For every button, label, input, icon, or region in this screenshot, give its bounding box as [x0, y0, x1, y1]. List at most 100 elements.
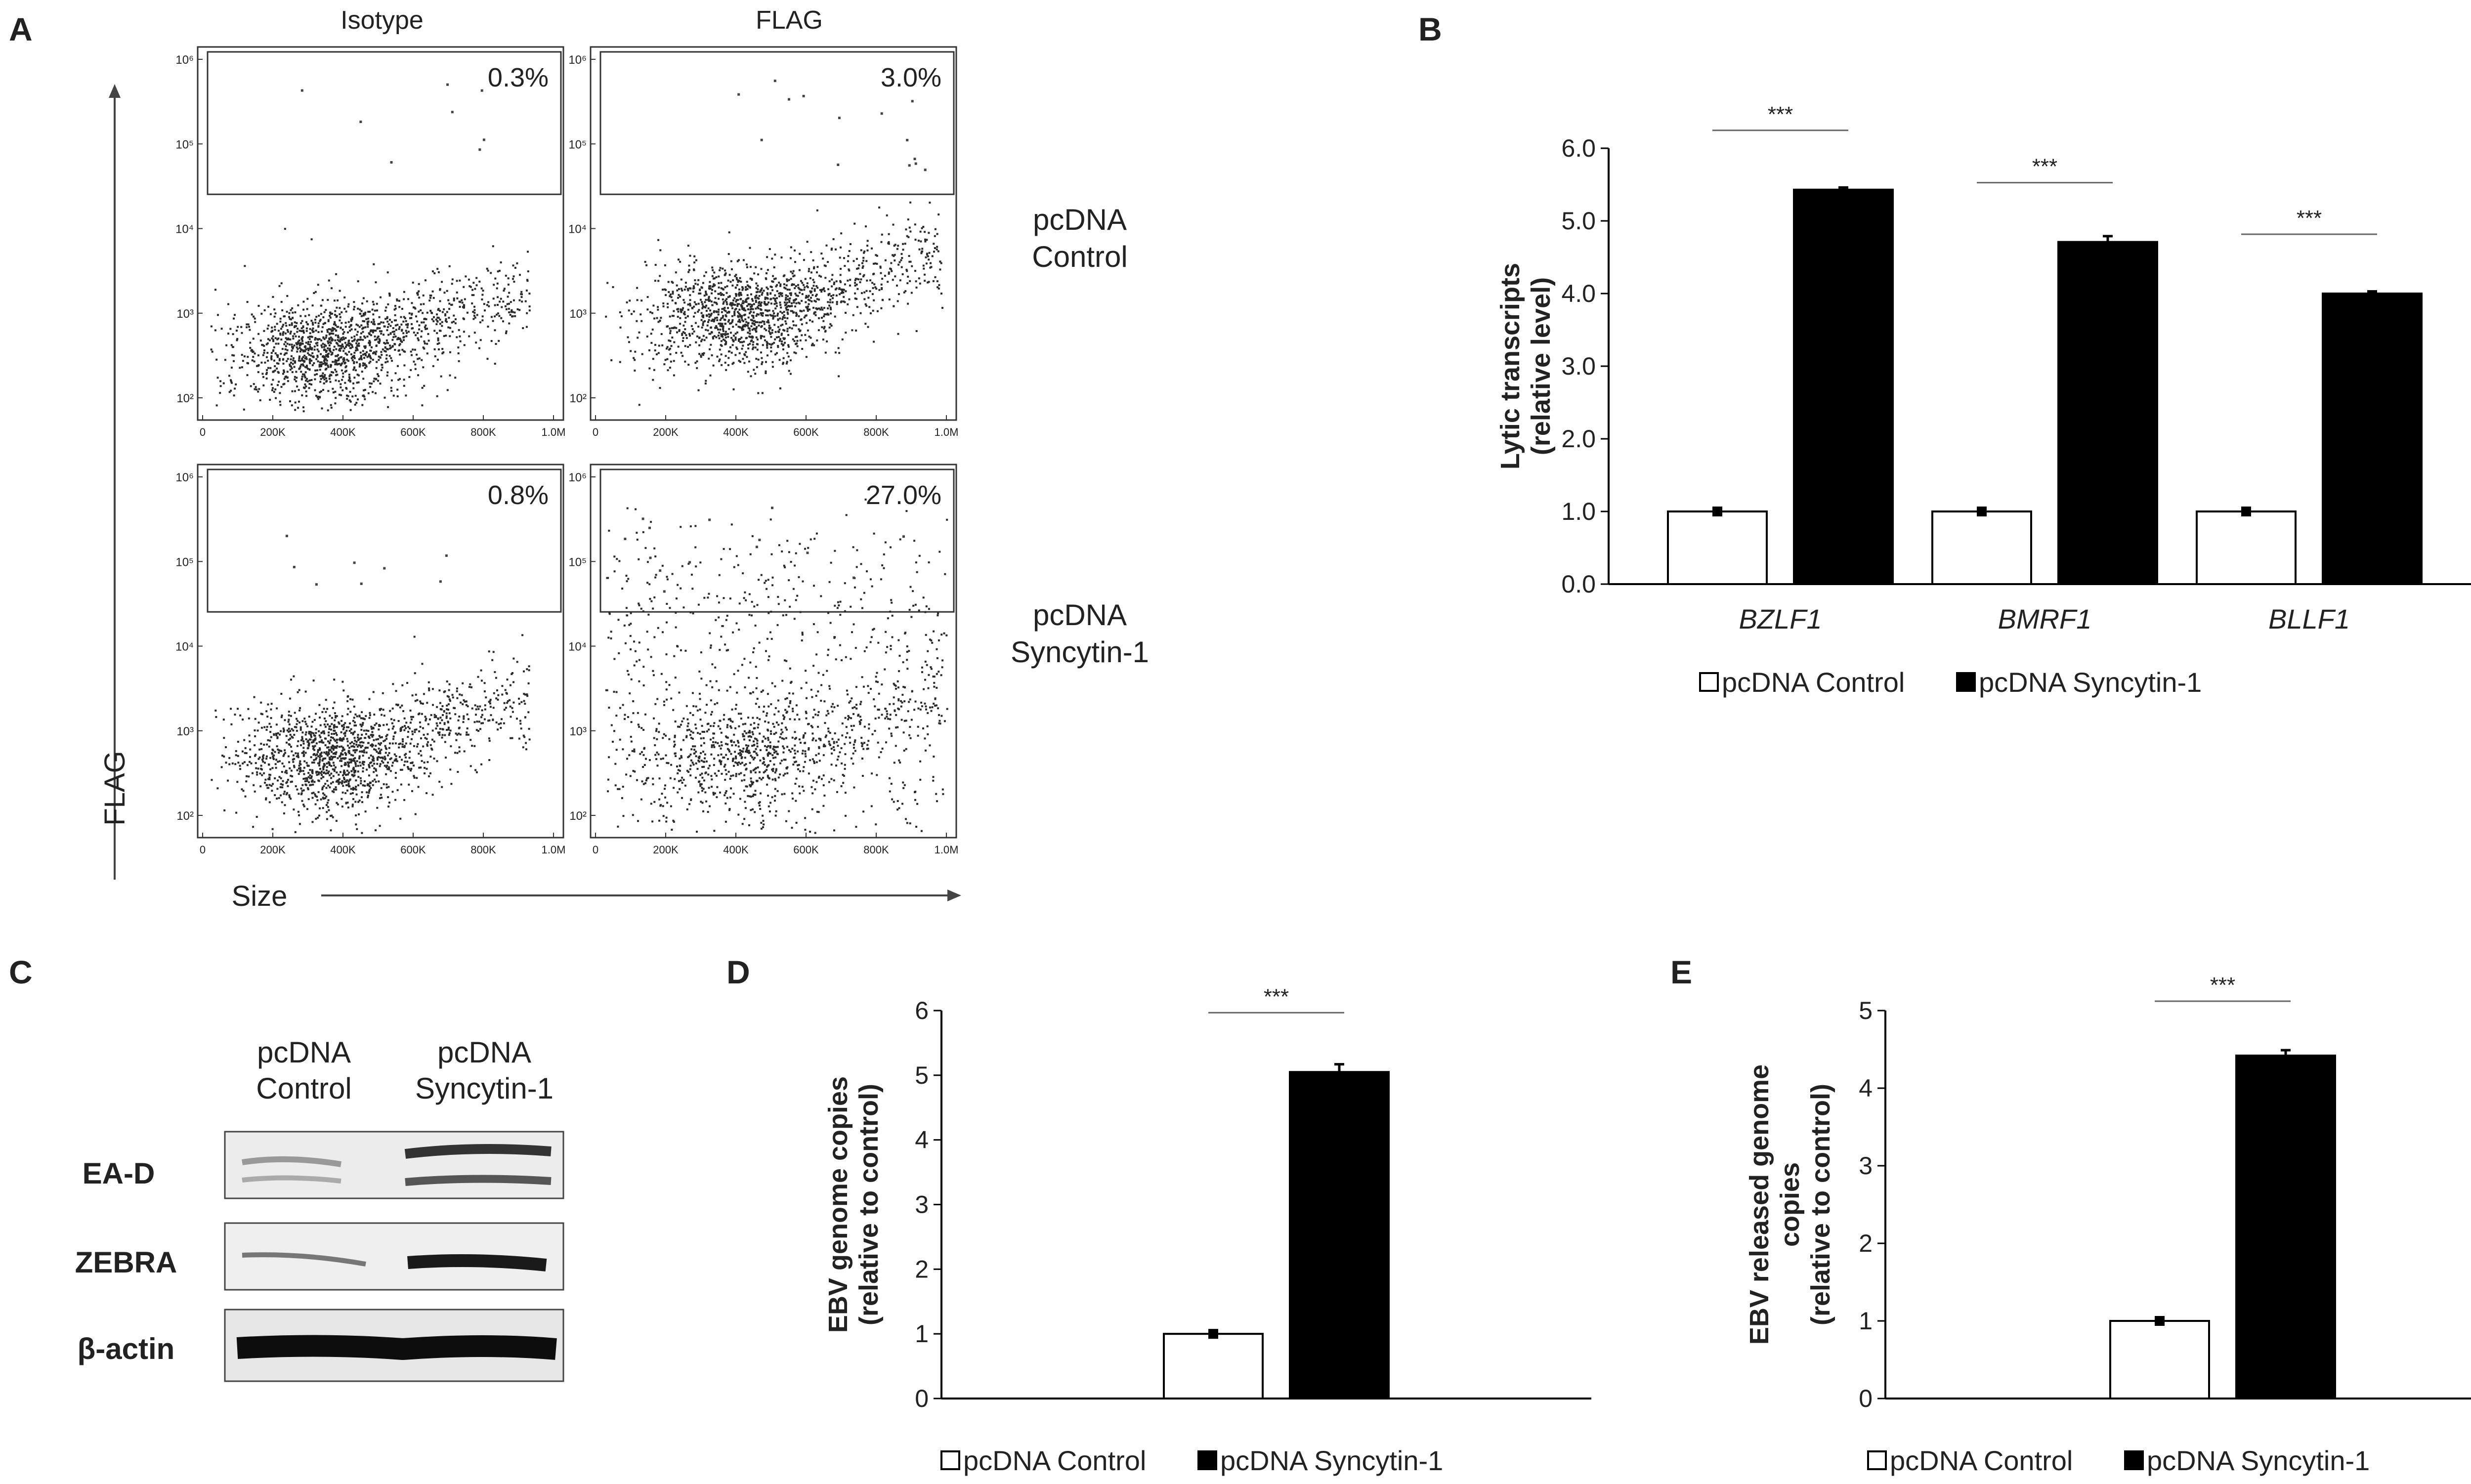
row-label-control-line2: Control [1032, 240, 1127, 273]
panel-label-a: A [9, 11, 33, 47]
event-dots [605, 498, 948, 834]
x-tick-label: 400K [723, 844, 749, 856]
y-tick-label: 3.0 [1561, 352, 1596, 380]
y-axis-label: (relative level) [1526, 277, 1556, 455]
y-tick-label: 5.0 [1561, 207, 1596, 235]
bar-control-sample [2109, 1320, 2210, 1399]
y-tick-label: 10⁵ [175, 138, 194, 151]
legend-label: pcDNA Control [963, 1445, 1146, 1476]
mean-marker [2241, 507, 2251, 516]
x-tick-label: 800K [470, 426, 496, 438]
legend-swatch-syncytin [1956, 672, 1976, 692]
gated-event-dots [285, 535, 448, 586]
y-tick-label: 10⁶ [175, 471, 194, 484]
y-tick-label: 10⁴ [568, 640, 587, 654]
x-tick-label: 600K [793, 844, 819, 856]
flow-plot-control-isotype: 10² 10³ 10⁴ 10⁵ 10⁶ 0 200K 400K 600K 800K 1.0M 0.3% [175, 46, 565, 438]
blot-strip-ea-d [224, 1131, 564, 1199]
mean-marker [1712, 507, 1722, 516]
plot-frame [197, 464, 564, 839]
y-tick-label: 1.0 [1561, 498, 1596, 525]
y-axis-label: (relative to control) [1806, 1084, 1835, 1325]
x-tick-label: 0 [593, 844, 598, 856]
panel-e-ebv-released-chart: 0 1 2 3 4 5 EBV released genome copies (relative… [1745, 973, 2471, 1476]
y-tick-label: 10³ [176, 725, 194, 738]
band-label-beta-actin: β-actin [78, 1332, 175, 1365]
y-tick-label: 10⁶ [568, 53, 587, 67]
y-tick-label: 10⁶ [175, 53, 194, 67]
y-tick-label: 2.0 [1561, 425, 1596, 453]
x-tick-label: 1.0M [935, 844, 959, 856]
x-tick-label: 400K [723, 426, 749, 438]
y-axis-label: Lytic transcripts [1495, 263, 1525, 469]
x-tick-label: 1.0M [542, 844, 566, 856]
x-tick-label: 400K [330, 844, 356, 856]
x-tick-label: 600K [400, 844, 426, 856]
y-tick-label: 2 [1859, 1230, 1873, 1257]
plot-frame [197, 46, 564, 421]
category-label: BMRF1 [1998, 603, 2092, 635]
plot-frame [590, 46, 957, 421]
gate-percentage: 3.0% [881, 63, 941, 92]
y-axis-label: EBV released genome [1745, 1064, 1774, 1345]
y-tick-label: 4.0 [1561, 280, 1596, 307]
legend-swatch-control [1867, 1450, 1887, 1470]
significance-stars: *** [2297, 206, 2322, 230]
band-label-ea-d: EA-D [83, 1157, 155, 1190]
size-axis-arrowhead [947, 890, 961, 901]
x-tick-label: 800K [470, 844, 496, 856]
x-tick-label: 200K [653, 844, 679, 856]
legend-swatch-control [940, 1450, 960, 1470]
column-title-flag: FLAG [756, 6, 823, 35]
y-axis-label: (relative to control) [854, 1084, 884, 1325]
panel-a-flow-cytometry: Isotype FLAG pcDNA Control pcDNA Syncyti… [99, 6, 1149, 912]
panel-label-e: E [1670, 954, 1692, 990]
legend-swatch-syncytin [2124, 1450, 2144, 1470]
y-tick-label: 3 [1859, 1152, 1873, 1180]
legend-label: pcDNA Syncytin-1 [1979, 667, 2202, 698]
legend-label: pcDNA Control [1722, 667, 1905, 698]
y-tick-label: 0 [915, 1385, 929, 1412]
gate-percentage: 0.3% [488, 63, 549, 92]
y-tick-label: 1 [1859, 1307, 1873, 1335]
x-tick-label: 0 [200, 844, 206, 856]
y-tick-label: 10² [176, 809, 194, 823]
significance-stars: *** [2210, 973, 2235, 997]
y-tick-label: 10⁴ [568, 223, 587, 236]
flow-plot-syncytin-isotype: 10² 10³ 10⁴ 10⁵ 10⁶ 0 200K 400K 600K 800K 1.0M 0.8% [175, 464, 566, 856]
gated-event-dots [300, 83, 485, 164]
y-tick-label: 10³ [569, 307, 587, 321]
y-tick-label: 10⁴ [175, 640, 194, 654]
event-dots [210, 228, 531, 413]
plot-frame [590, 464, 957, 839]
y-tick-label: 10³ [176, 307, 194, 321]
y-tick-label: 2 [915, 1255, 929, 1283]
y-tick-label: 10⁵ [568, 555, 587, 569]
panel-c-western-blot: pcDNA Control pcDNA Syncytin-1 EA-D ZEBR… [75, 1036, 564, 1382]
category-label: BLLF1 [2268, 603, 2350, 635]
x-tick-label: 200K [260, 426, 286, 438]
y-tick-label: 6 [915, 997, 929, 1024]
y-tick-label: 10⁵ [175, 555, 194, 569]
panel-label-d: D [726, 954, 750, 990]
lane-header-syncytin-line2: Syncytin-1 [415, 1072, 554, 1105]
panel-b-lytic-transcripts-chart: 0.0 1.0 2.0 3.0 4.0 5.0 6.0 Lytic transcripts (r… [1495, 102, 2471, 698]
y-tick-label: 10⁶ [568, 471, 587, 484]
legend-label: pcDNA Syncytin-1 [2147, 1445, 2370, 1476]
panel-label-b: B [1418, 11, 1442, 47]
bar-syncytin-sample [1289, 1071, 1390, 1400]
y-tick-label: 10⁵ [568, 138, 587, 151]
bar-control-bllf1 [2196, 510, 2297, 585]
significance-stars: *** [1264, 984, 1289, 1009]
y-tick-label: 10² [569, 392, 587, 405]
flag-axis-arrowhead [109, 84, 121, 98]
flow-plot-control-flag: 10² 10³ 10⁴ 10⁵ 10⁶ 0 200K 400K 600K 800K 1.0M 3.0% [568, 46, 958, 438]
row-label-syncytin-line2: Syncytin-1 [1011, 636, 1149, 669]
y-tick-label: 0 [1859, 1385, 1873, 1412]
blot-strip-beta-actin [224, 1309, 564, 1382]
y-tick-label: 6.0 [1561, 134, 1596, 162]
mean-marker [1208, 1329, 1218, 1339]
x-tick-label: 0 [593, 426, 598, 438]
bar-control-sample [1163, 1333, 1264, 1400]
legend-label: pcDNA Syncytin-1 [1220, 1445, 1443, 1476]
